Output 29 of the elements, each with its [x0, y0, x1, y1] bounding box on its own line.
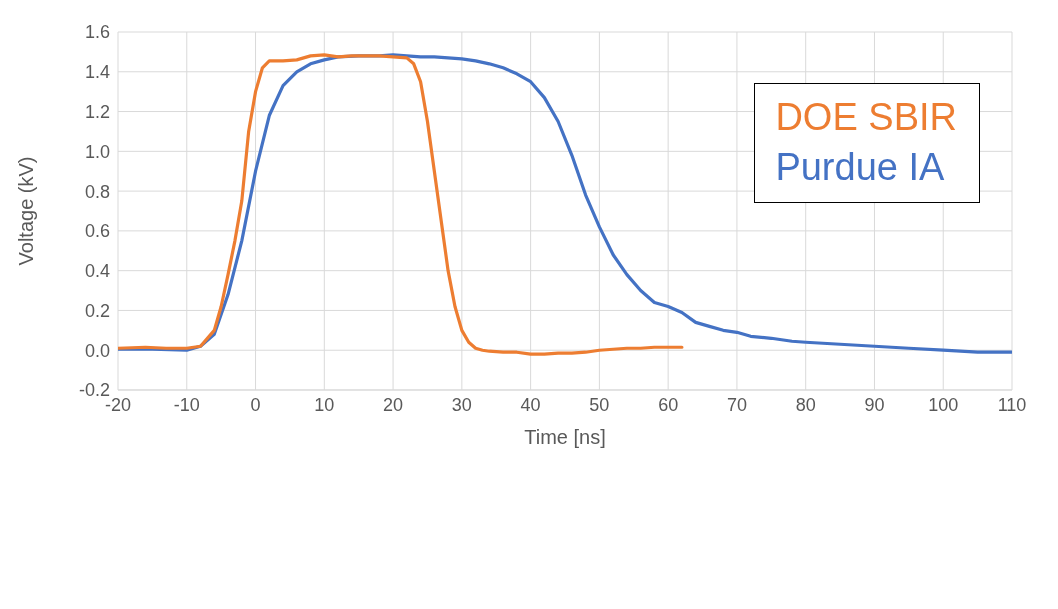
- x-tick-label: 70: [726, 394, 747, 415]
- x-axis-title: Time [ns]: [524, 426, 606, 448]
- y-tick-label: -0.2: [78, 380, 110, 401]
- x-tick-label: 60: [658, 394, 679, 415]
- y-tick-label: 0.2: [84, 300, 110, 321]
- x-tick-label: 100: [928, 394, 959, 415]
- y-tick-label: 1.4: [84, 62, 110, 83]
- x-tick-label: 20: [383, 394, 404, 415]
- line-series: [118, 53, 684, 356]
- x-tick-label: 30: [451, 394, 472, 415]
- text: DOE SBIR: [775, 95, 957, 140]
- x-tick-label: 10: [314, 394, 335, 415]
- x-tick-label: 40: [520, 394, 541, 415]
- y-tick-label: 1.0: [84, 141, 110, 162]
- y-tick-label: 1.2: [84, 101, 110, 122]
- y-tick-label: 0.8: [84, 181, 110, 202]
- x-tick-label: 0: [250, 394, 261, 415]
- x-tick-label: 110: [997, 394, 1027, 415]
- y-tick-label: 1.6: [84, 22, 110, 43]
- x-tick-label: 50: [589, 394, 610, 415]
- x-tick-label: 80: [795, 394, 816, 415]
- y-tick-label: 0.0: [84, 340, 110, 361]
- y-axis-title: Voltage (kV): [15, 156, 38, 266]
- x-tick-label: -10: [173, 394, 200, 415]
- y-tick-label: 0.4: [84, 261, 110, 282]
- line-series: [118, 53, 1012, 354]
- text: Purdue IA: [775, 145, 946, 190]
- y-tick-label: 0.6: [84, 221, 110, 242]
- x-tick-label: 90: [864, 394, 885, 415]
